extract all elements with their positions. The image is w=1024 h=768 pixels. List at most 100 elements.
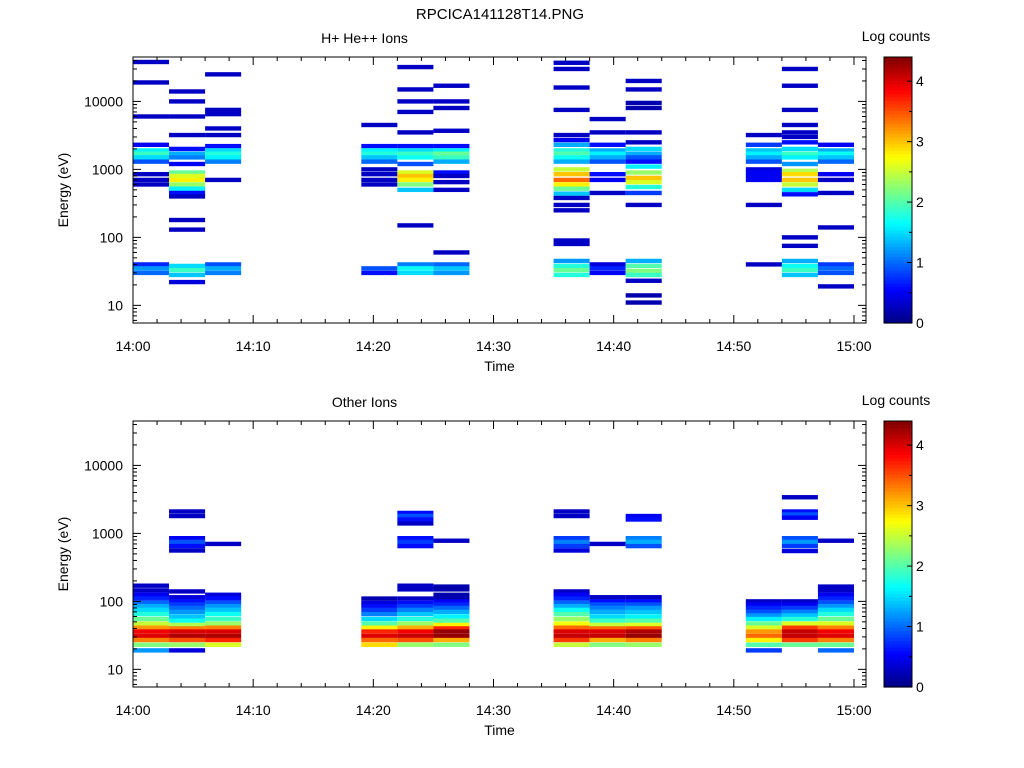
heatmap-cell [361,122,398,128]
heatmap-cell [133,621,170,626]
heatmap-cell [817,603,854,609]
heatmap-cell [745,159,782,164]
heatmap-cell [361,637,398,643]
heatmap-cell [205,151,242,156]
heatmap-cell [625,637,662,643]
heatmap-cell [133,629,170,634]
heatmap-cell [625,629,662,634]
colorbar-swatch [884,593,912,598]
heatmap-cell [817,588,854,593]
heatmap-cell [745,609,782,615]
colorbar-swatch [884,153,912,158]
heatmap-cell [625,78,662,84]
heatmap-cell [433,128,470,133]
colorbar-swatch [884,421,912,425]
heatmap-cell [205,177,242,183]
heatmap-cell [589,618,626,623]
heatmap-cell [133,583,170,588]
colorbar-swatch [884,507,912,512]
heatmap-cell [361,611,398,617]
heatmap-cell [589,622,626,628]
colorbar-swatch [884,170,912,174]
heatmap-cell [817,177,854,183]
colorbar-swatch [884,450,912,455]
heatmap-cell [397,262,434,267]
colorbar-swatch [884,176,912,181]
heatmap-cell [205,155,242,160]
heatmap-cell [781,168,818,174]
heatmap-cell [553,603,590,609]
heatmap-cell [205,143,242,149]
heatmap-cell [169,543,206,549]
heatmap-cell [817,607,854,613]
heatmap-cell [433,596,470,601]
heatmap-cell [433,270,470,276]
heatmap-cell [133,648,170,653]
heatmap-cell [397,109,434,115]
hplus-heplus-spectrogram: 14:00 14:10 14:20 14:30 14:40 14:50 15:00Time1… [55,28,930,374]
heatmap-cell [781,177,818,183]
heatmap-cell [817,148,854,153]
heatmap-cell [781,182,818,187]
heatmap-cell [781,267,818,273]
heatmap-cell [433,159,470,164]
heatmap-cell [553,267,590,273]
heatmap-cell [133,159,170,164]
heatmap-cell [625,614,662,619]
heatmap-cell [625,258,662,264]
heatmap-cell [397,600,434,606]
colorbar-swatch [884,263,912,268]
y-tick-label: 10000 [84,457,123,473]
heatmap-cell [553,596,590,601]
heatmap-cell [553,633,590,639]
colorbar-swatch [884,514,912,519]
heatmap-cell [781,263,818,269]
heatmap-cell [781,543,818,549]
heatmap-cell [625,140,662,145]
heatmap-cell [361,143,398,149]
heatmap-cell [817,592,854,597]
heatmap-cells [133,495,854,653]
heatmap-cell [625,293,662,298]
heatmap-cell [361,633,398,639]
colorbar-label: Log counts [862,392,931,408]
heatmap-cell [589,629,626,634]
colorbar-swatch [884,180,912,184]
heatmap-cell [361,596,398,601]
heatmap-cell [553,263,590,269]
heatmap-cell [625,602,662,607]
heatmap-cell [589,262,626,267]
heatmap-cell [625,543,662,549]
colorbar: 0 1 2 3 4 Log counts [862,28,931,331]
heatmap-cell [169,513,206,519]
heatmap-cell [625,513,662,519]
heatmap-cell [745,637,782,643]
colorbar-swatch [884,613,912,618]
heatmap-cell [397,223,434,228]
heatmap-cell [133,600,170,606]
heatmap-cell [169,155,206,160]
heatmap-cell [745,642,782,647]
heatmap-cell [589,190,626,196]
heatmap-cell [433,599,470,604]
heatmap-cell [745,605,782,611]
heatmap-cell [397,539,434,545]
y-axis: 10 100 1000 10000 Energy (eV) [55,59,866,321]
colorbar-swatch [884,279,912,284]
heatmap-cell [169,629,206,634]
colorbar-swatch [884,653,912,658]
heatmap-cell [205,148,242,153]
heatmap-cell [169,648,206,653]
heatmap-cell [625,263,662,269]
heatmap-cell [781,621,818,626]
heatmap-cell [781,134,818,140]
colorbar-swatch [884,597,912,602]
heatmap-cell [361,182,398,187]
colorbar-swatch [884,160,912,164]
heatmap-cell [133,603,170,609]
colorbar-swatch [884,239,912,244]
heatmap-cell [133,642,170,647]
colorbar-swatch [884,143,912,148]
colorbar-tick-label: 1 [916,619,924,635]
colorbar-swatch [884,299,912,304]
